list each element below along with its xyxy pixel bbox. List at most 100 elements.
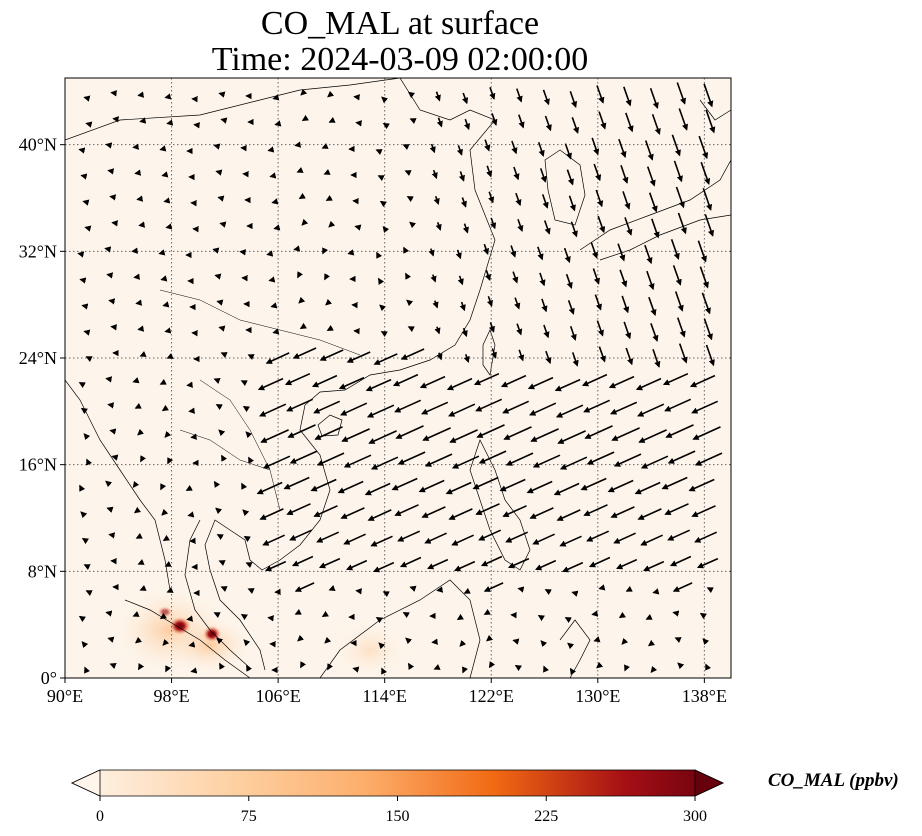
wind-arrow — [616, 558, 638, 570]
wind-arrow — [569, 90, 578, 109]
wind-arrow — [651, 218, 660, 239]
wind-arrow — [591, 610, 599, 617]
wind-arrow — [475, 503, 500, 516]
title-line-1: CO_MAL at surface — [260, 5, 540, 42]
wind-arrow — [300, 661, 307, 669]
wind-arrow — [621, 295, 630, 314]
wind-arrow — [270, 302, 278, 309]
wind-arrow — [488, 322, 495, 333]
wind-arrow — [164, 327, 172, 334]
wind-arrow — [688, 478, 715, 492]
wind-arrow — [566, 169, 574, 186]
wind-arrow — [164, 93, 172, 100]
wind-arrow — [665, 424, 694, 438]
wind-arrow — [596, 85, 605, 104]
wind-arrow — [293, 245, 301, 252]
wind-arrow — [78, 615, 86, 623]
wind-arrow — [85, 590, 93, 596]
wind-arrow — [421, 401, 449, 415]
lon-tick-label: 106°E — [256, 686, 301, 706]
wind-arrow — [595, 189, 604, 208]
wind-arrow — [541, 194, 549, 209]
wind-arrow — [243, 639, 251, 647]
wind-arrow — [245, 431, 253, 439]
wind-arrow — [455, 249, 462, 260]
wind-arrow — [162, 534, 170, 541]
wind-arrow — [138, 221, 146, 228]
wind-arrow — [380, 331, 388, 338]
wind-arrow — [109, 194, 117, 201]
wind-arrow — [382, 591, 390, 598]
wind-arrow — [265, 560, 287, 572]
wind-arrow — [515, 192, 522, 207]
wind-arrow — [355, 120, 362, 127]
wind-arrow — [161, 171, 169, 178]
wind-arrow — [505, 452, 534, 466]
wind-arrow — [378, 277, 385, 285]
wind-arrow — [433, 664, 441, 670]
wind-arrow — [586, 530, 610, 542]
wind-arrow — [311, 374, 338, 388]
wind-arrow — [694, 531, 718, 543]
wind-arrow — [382, 123, 390, 130]
wind-arrow — [346, 559, 368, 571]
wind-arrow — [598, 584, 606, 591]
wind-arrow — [591, 137, 600, 156]
wind-arrow — [294, 582, 315, 592]
wind-arrow — [300, 88, 308, 96]
wind-arrow — [651, 113, 661, 136]
wind-arrow — [459, 301, 466, 312]
wind-arrow — [505, 531, 529, 543]
wind-arrow — [647, 639, 656, 647]
wind-arrow — [107, 636, 115, 643]
wind-arrow — [543, 665, 549, 673]
wind-arrow — [239, 249, 246, 256]
wind-arrow — [431, 638, 438, 645]
wind-arrow — [298, 296, 306, 304]
wind-arrow — [476, 424, 505, 438]
wind-arrow — [218, 91, 226, 98]
wind-arrow — [326, 324, 334, 331]
wind-arrow — [167, 457, 174, 465]
wind-arrow — [517, 586, 525, 593]
wind-arrow — [486, 296, 493, 307]
colorbar-tick-label: 225 — [534, 808, 558, 825]
wind-arrow — [672, 265, 682, 286]
wind-arrow — [565, 273, 573, 290]
wind-arrow — [132, 611, 140, 617]
wind-arrow — [484, 139, 491, 152]
wind-arrow — [218, 560, 226, 566]
wind-arrow — [397, 451, 426, 465]
wind-arrow — [456, 145, 463, 156]
wind-arrow — [539, 272, 546, 287]
wind-arrow — [137, 559, 145, 565]
wind-arrow — [537, 615, 545, 622]
wind-arrow — [321, 610, 329, 617]
wind-arrow — [545, 350, 552, 365]
wind-arrow — [273, 224, 281, 231]
wind-arrow — [313, 400, 341, 414]
wind-arrow — [77, 251, 85, 258]
wind-arrow — [260, 429, 289, 443]
wind-arrow — [109, 662, 117, 669]
wind-arrow — [564, 143, 572, 160]
wind-arrow — [166, 119, 174, 126]
lat-tick-label: 32°N — [19, 241, 57, 261]
wind-arrow — [221, 454, 228, 462]
wind-arrow — [542, 89, 550, 106]
wind-arrow — [512, 638, 520, 645]
wind-arrow — [298, 192, 306, 199]
wind-arrow — [291, 555, 314, 567]
wind-arrow — [514, 665, 522, 672]
wind-arrow — [80, 511, 88, 519]
wind-arrow — [81, 303, 89, 310]
wind-arrow — [409, 118, 417, 124]
wind-arrow — [435, 222, 442, 231]
wind-arrow — [502, 400, 530, 414]
wind-arrow — [544, 589, 552, 596]
wind-arrow — [294, 608, 302, 615]
wind-arrow — [375, 149, 383, 155]
wind-arrow — [83, 433, 91, 441]
wind-arrow — [511, 140, 518, 155]
wind-arrow — [314, 426, 343, 440]
